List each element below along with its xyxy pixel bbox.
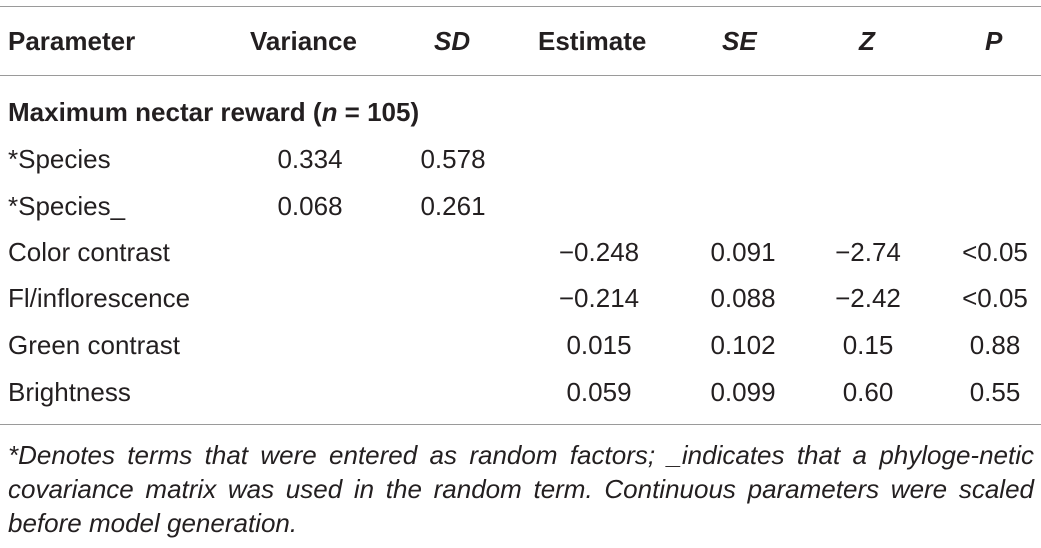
- cell-parameter: *Species_: [8, 191, 126, 221]
- cell-p: 0.88: [969, 330, 1021, 360]
- header-variance: Variance: [250, 26, 357, 56]
- top-rule: [0, 6, 1041, 7]
- header-rule: [0, 75, 1041, 76]
- cell-estimate: −0.214: [558, 283, 640, 313]
- cell-parameter: *Species: [8, 144, 111, 174]
- cell-variance: 0.068: [277, 191, 343, 221]
- cell-parameter: Brightness: [8, 377, 131, 407]
- cell-estimate: 0.015: [566, 330, 632, 360]
- cell-p: <0.05: [962, 237, 1028, 267]
- section-prefix: Maximum nectar reward (: [8, 97, 322, 127]
- cell-parameter: Green contrast: [8, 330, 180, 360]
- table-footnote: *Denotes terms that were entered as rand…: [8, 440, 1034, 538]
- bottom-rule: [0, 424, 1041, 425]
- cell-estimate: −0.248: [558, 237, 640, 267]
- cell-parameter: Color contrast: [8, 237, 170, 267]
- section-heading: Maximum nectar reward (n = 105): [8, 97, 419, 127]
- cell-p: 0.55: [969, 377, 1021, 407]
- header-p: P: [985, 26, 1003, 56]
- cell-sd: 0.261: [420, 191, 486, 221]
- cell-z: 0.60: [842, 377, 894, 407]
- cell-se: 0.099: [710, 377, 776, 407]
- cell-parameter: Fl/inflorescence: [8, 283, 191, 313]
- section-n-symbol: n: [321, 97, 338, 127]
- cell-z: 0.15: [842, 330, 894, 360]
- section-suffix: = 105): [337, 97, 420, 127]
- cell-estimate: 0.059: [566, 377, 632, 407]
- header-estimate: Estimate: [538, 26, 647, 56]
- cell-z: −2.42: [835, 283, 901, 313]
- cell-se: 0.102: [710, 330, 776, 360]
- cell-z: −2.74: [835, 237, 901, 267]
- cell-se: 0.091: [710, 237, 776, 267]
- cell-p: <0.05: [962, 283, 1028, 313]
- cell-se: 0.088: [710, 283, 776, 313]
- header-parameter: Parameter: [8, 26, 136, 56]
- cell-variance: 0.334: [277, 144, 343, 174]
- header-se: SE: [722, 26, 757, 56]
- header-sd: SD: [434, 26, 471, 56]
- header-z: Z: [859, 26, 875, 56]
- cell-sd: 0.578: [420, 144, 486, 174]
